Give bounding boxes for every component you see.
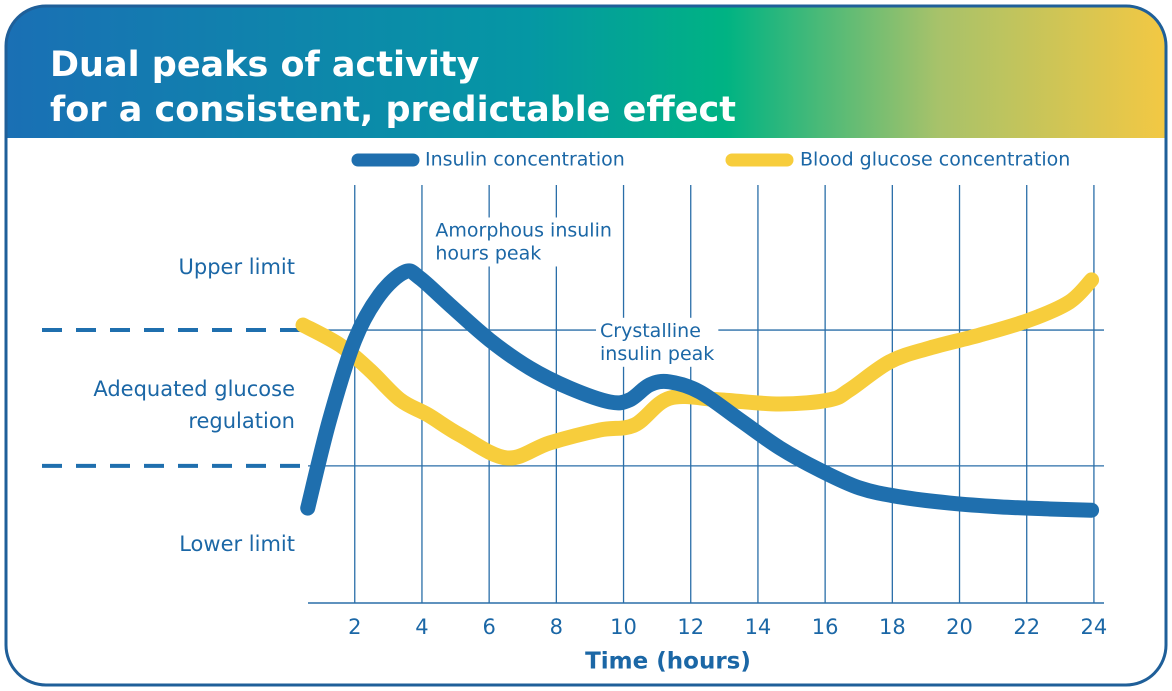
annotation-box <box>431 217 616 267</box>
annotation: Crystalline <box>600 320 701 342</box>
annotation-box <box>596 317 719 367</box>
y-level-label: regulation <box>188 409 295 433</box>
annotation: Amorphous insulin <box>435 219 612 241</box>
card-border <box>4 4 1168 687</box>
chart-title: for a consistent, predictable effect <box>50 90 736 130</box>
x-tick-label: 6 <box>482 615 495 639</box>
x-tick-label: 10 <box>610 615 637 639</box>
y-level-label: Upper limit <box>179 255 295 279</box>
x-tick-label: 14 <box>745 615 772 639</box>
annotation: hours peak <box>435 242 541 264</box>
chart-title: Dual peaks of activity <box>50 45 480 85</box>
x-tick-label: 8 <box>550 615 563 639</box>
x-tick-label: 20 <box>946 615 973 639</box>
x-tick-label: 4 <box>415 615 428 639</box>
x-tick-label: 22 <box>1013 615 1040 639</box>
legend-label: Insulin concentration <box>425 149 625 171</box>
y-level-label: Adequated glucose <box>93 377 295 401</box>
x-tick-label: 12 <box>677 615 704 639</box>
card <box>6 6 1166 685</box>
x-tick-label: 2 <box>348 615 361 639</box>
x-tick-label: 24 <box>1081 615 1108 639</box>
legend-label: Blood glucose concentration <box>800 149 1070 171</box>
x-axis-title: Time (hours) <box>585 649 751 675</box>
annotation: insulin peak <box>600 343 714 365</box>
header <box>6 6 1166 138</box>
series-line <box>300 263 1100 518</box>
series-line <box>295 272 1100 466</box>
x-tick-label: 18 <box>879 615 906 639</box>
x-tick-label: 16 <box>812 615 839 639</box>
y-level-label: Lower limit <box>179 532 295 556</box>
